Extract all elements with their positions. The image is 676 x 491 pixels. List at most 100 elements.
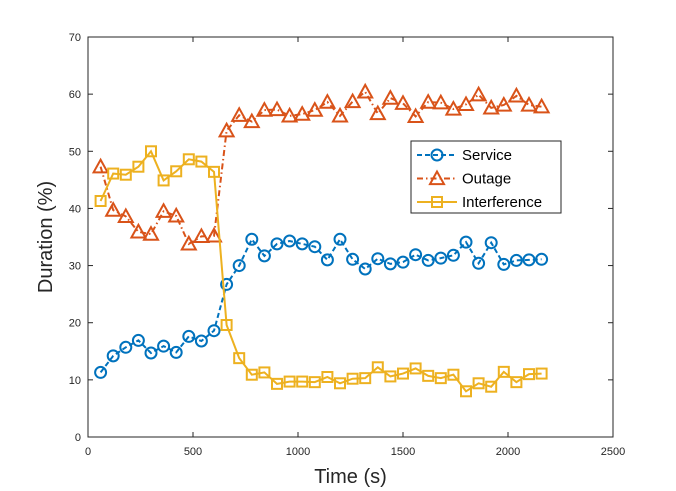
interference-point (208, 165, 220, 178)
interference-point (447, 368, 460, 381)
interference-point (157, 174, 170, 187)
interference-point (397, 367, 409, 380)
interference-point (359, 372, 372, 385)
interference-point (321, 371, 334, 383)
interference-point (220, 319, 233, 331)
outage-point (406, 107, 425, 124)
outage-point (91, 157, 110, 174)
outage-point (444, 99, 463, 116)
service-point (270, 237, 284, 251)
outage-point (419, 93, 437, 109)
service-point (207, 324, 221, 338)
service-point (283, 234, 297, 248)
service-point (220, 277, 234, 291)
interference-point (245, 368, 258, 381)
interference-point (535, 367, 548, 380)
legend-interference-marker (431, 196, 443, 208)
legend-outage-marker (428, 169, 446, 186)
service-point (472, 256, 486, 270)
interference-point (296, 375, 309, 388)
service-point (295, 237, 309, 251)
interference-point (472, 377, 485, 390)
outage-point (268, 100, 286, 117)
outage-point (117, 207, 135, 224)
service-point (94, 365, 108, 379)
outage-point (154, 202, 173, 218)
service-point (497, 257, 511, 271)
service-point (182, 329, 196, 343)
interference-point (308, 376, 321, 389)
y-tick-label: 40 (69, 203, 81, 215)
service-point (522, 253, 536, 267)
ticks-layer: 0 500 1000 1500 2000 2500 0 10 20 30 40 50 60 70 (69, 32, 625, 458)
series-layer (91, 82, 551, 398)
outage-point (356, 82, 374, 99)
outage-point (495, 95, 513, 112)
service-point (484, 236, 498, 250)
outage-point (507, 86, 526, 103)
service-point (169, 345, 183, 359)
interference-point (434, 372, 447, 385)
interference-point (346, 372, 359, 385)
interference-point (523, 368, 535, 381)
legend-service-marker (430, 148, 444, 162)
interference-point (460, 385, 472, 398)
outage-point (129, 222, 148, 239)
y-tick-label: 0 (75, 432, 81, 444)
outage-point (205, 226, 223, 243)
outage-point (293, 105, 311, 121)
outage-point (306, 101, 324, 117)
x-tick-label: 500 (184, 446, 202, 458)
service-point (421, 253, 435, 267)
y-tick-label: 20 (69, 318, 81, 330)
outage-point (343, 92, 362, 109)
service-point (308, 240, 322, 254)
service-point (346, 252, 360, 266)
interference-point (510, 376, 523, 389)
service-point (409, 248, 423, 262)
legend: Service Outage Interference (410, 140, 562, 214)
outage-point (180, 234, 198, 251)
y-tick-label: 60 (69, 89, 81, 101)
interference-point (195, 155, 208, 168)
series-outage (91, 82, 551, 251)
y-tick-label: 10 (69, 375, 81, 387)
outage-point (230, 106, 248, 122)
interference-point (119, 168, 132, 181)
outage-point (217, 121, 236, 138)
outage-point (457, 95, 475, 112)
outage-point (167, 206, 185, 223)
x-tick-label: 2500 (601, 446, 625, 458)
x-tick-label: 2000 (496, 446, 520, 458)
service-point (232, 259, 246, 273)
service-point (535, 252, 549, 266)
outage-point (255, 101, 274, 117)
interference-point (497, 365, 510, 378)
x-tick-label: 1000 (286, 446, 310, 458)
series-interference (94, 145, 548, 398)
y-tick-label: 50 (69, 146, 81, 158)
service-point (333, 232, 347, 246)
interference-point (283, 375, 296, 388)
service-point (245, 232, 259, 246)
x-axis-label: Time (s) (314, 466, 387, 488)
interference-point (485, 380, 498, 393)
interference-point (258, 366, 271, 379)
interference-point (334, 377, 346, 390)
outage-point (520, 95, 538, 112)
outage-point (432, 93, 450, 110)
interference-point (422, 369, 435, 382)
interference-point (182, 153, 195, 166)
outage-point (369, 104, 387, 121)
legend-interference-label: Interference (462, 194, 542, 211)
interference-point (371, 361, 384, 374)
interference-point (107, 167, 120, 180)
service-point (434, 251, 448, 265)
service-point (257, 249, 271, 263)
y-tick-label: 30 (69, 261, 81, 273)
outage-point (381, 89, 400, 105)
series-service (94, 232, 549, 379)
interference-point (409, 362, 422, 375)
interference-point (384, 370, 397, 383)
